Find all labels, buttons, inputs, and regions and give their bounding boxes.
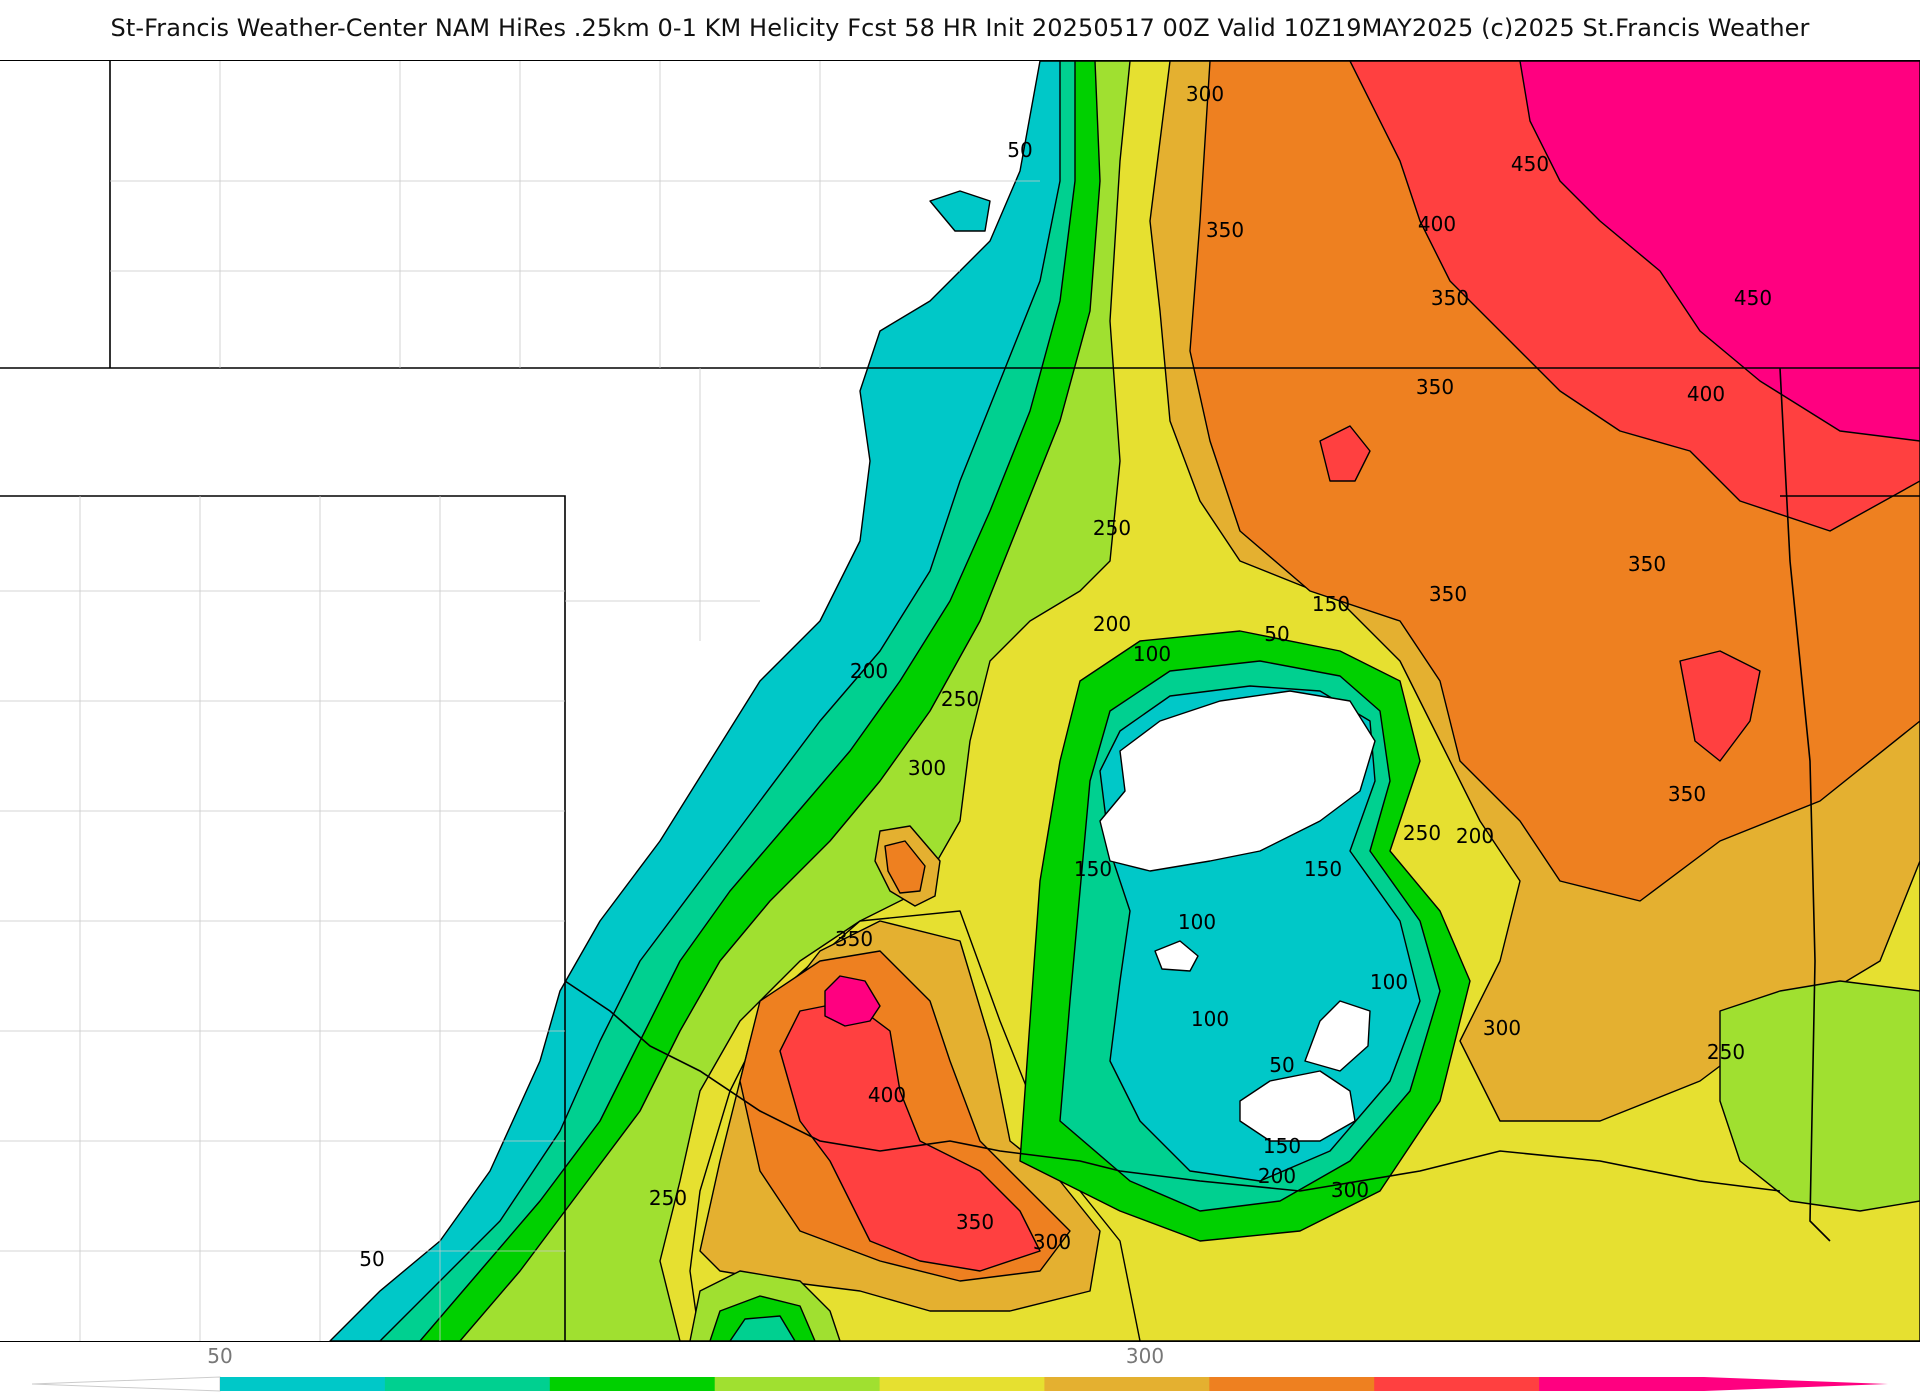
contour-label: 250 — [1707, 1040, 1745, 1064]
colorbar — [31, 1376, 1888, 1392]
contour-label: 400 — [868, 1083, 906, 1107]
colorbar-segment — [549, 1377, 716, 1391]
band-450 — [1519, 61, 1920, 442]
contour-label: 300 — [1186, 82, 1224, 106]
county-lines — [0, 61, 1040, 1341]
contour-label: 250 — [1403, 821, 1441, 845]
contour-label: 450 — [1734, 286, 1772, 310]
contour-label: 50 — [1007, 138, 1032, 162]
contour-label: 300 — [1033, 1230, 1071, 1254]
contour-label: 350 — [1668, 782, 1706, 806]
contour-label: 300 — [1483, 1016, 1521, 1040]
contour-label: 350 — [835, 927, 873, 951]
colorbar-segment — [1539, 1377, 1705, 1391]
colorbar-segment — [1209, 1377, 1375, 1391]
colorbar-segment — [1044, 1377, 1210, 1391]
colorbar-segment — [1374, 1377, 1540, 1391]
contour-label: 100 — [1178, 910, 1216, 934]
contour-label: 100 — [1133, 642, 1171, 666]
contour-label: 200 — [1258, 1164, 1296, 1188]
sw-band-450 — [824, 975, 881, 1027]
contour-label: 250 — [649, 1186, 687, 1210]
contour-label: 300 — [1331, 1178, 1369, 1202]
contour-label: 350 — [1429, 582, 1467, 606]
contour-label: 50 — [1264, 622, 1289, 646]
contour-label: 200 — [1456, 824, 1494, 848]
oval-null-1 — [1099, 690, 1376, 872]
contour-label: 350 — [1416, 375, 1454, 399]
contour-label: 150 — [1304, 857, 1342, 881]
contour-label: 150 — [1312, 592, 1350, 616]
oval-null-3 — [1239, 1070, 1356, 1142]
colorbar-segment — [220, 1377, 386, 1391]
contour-label: 50 — [359, 1247, 384, 1271]
contour-label: 350 — [1628, 552, 1666, 576]
contour-label: 50 — [1269, 1053, 1294, 1077]
sw-band-350b — [884, 840, 926, 894]
helicity-map: 300 50 450 400 350 350 450 350 400 250 1… — [0, 60, 1920, 1342]
map-title: St-Francis Weather-Center NAM HiRes .25k… — [110, 14, 1810, 42]
contour-label: 100 — [1191, 1007, 1229, 1031]
contour-label: 150 — [1263, 1134, 1301, 1158]
colorbar-tick-label: 50 — [207, 1344, 233, 1368]
s-band-100 — [729, 1315, 796, 1341]
contour-label: 300 — [908, 756, 946, 780]
colorbar-segments — [220, 1377, 1705, 1391]
ne-spot-400b — [1679, 650, 1761, 762]
ne-spot-400 — [1319, 425, 1371, 482]
oval-null-4 — [1154, 940, 1199, 972]
contour-label: 350 — [956, 1210, 994, 1234]
contour-label: 400 — [1687, 382, 1725, 406]
contour-label: 200 — [850, 659, 888, 683]
colorbar-under-arrow — [31, 1376, 221, 1392]
helicity-fill — [329, 61, 1920, 1341]
state-boundaries — [0, 61, 1920, 1341]
colorbar-segment — [714, 1377, 881, 1391]
contour-label: 250 — [1093, 516, 1131, 540]
contour-label: 250 — [941, 687, 979, 711]
contour-label: 350 — [1206, 218, 1244, 242]
e-band-250 — [1719, 980, 1920, 1212]
colorbar-tick-label: 300 — [1125, 1344, 1165, 1368]
n-spot-50 — [929, 190, 991, 232]
contour-label: 350 — [1431, 286, 1469, 310]
contour-labels: 300 50 450 400 350 350 450 350 400 250 1… — [359, 82, 1772, 1271]
colorbar-segment — [384, 1377, 551, 1391]
colorbar-over-arrow — [1704, 1377, 1888, 1391]
colorbar-segment — [879, 1377, 1045, 1391]
contour-label: 150 — [1074, 857, 1112, 881]
contour-label: 100 — [1370, 970, 1408, 994]
oval-null-2 — [1304, 1000, 1371, 1072]
contour-label: 450 — [1511, 152, 1549, 176]
contour-label: 200 — [1093, 612, 1131, 636]
contour-label: 400 — [1418, 212, 1456, 236]
